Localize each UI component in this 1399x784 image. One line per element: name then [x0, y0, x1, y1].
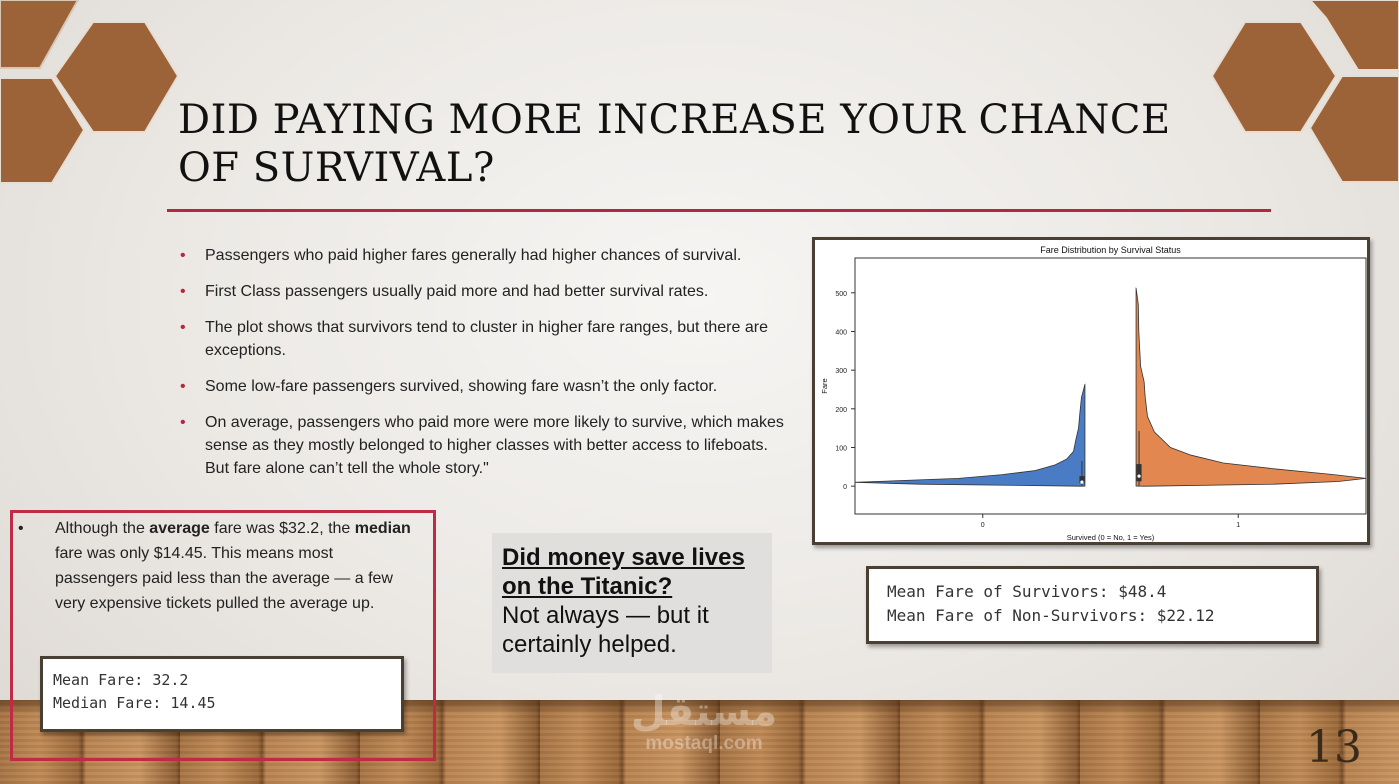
bullet-item: Some low-fare passengers survived, showi…	[180, 375, 790, 398]
hexagon-shape	[1308, 0, 1399, 71]
title-underline	[167, 209, 1271, 212]
x-axis-label: Survived (0 = No, 1 = Yes)	[1067, 533, 1155, 542]
note-text: fare was only $14.45. This means most pa…	[55, 545, 393, 612]
bullet-item: First Class passengers usually paid more…	[180, 280, 790, 303]
hexagon-shape	[1210, 21, 1338, 133]
bullet-list: Passengers who paid higher fares general…	[180, 244, 790, 493]
hexagon-shape	[0, 0, 80, 69]
y-tick-label: 400	[835, 329, 847, 336]
bullet-item: Passengers who paid higher fares general…	[180, 244, 790, 267]
hexagon-shape	[53, 21, 180, 133]
y-tick-label: 500	[835, 291, 847, 298]
note-text: Although the	[55, 520, 150, 537]
violin-body-1	[1135, 287, 1367, 487]
note-bold-median: median	[354, 520, 411, 537]
violin-body-0	[854, 383, 1086, 487]
violin-chart-frame: 0 100 200 300 400 500 0 1 Fare Distribution by S…	[812, 237, 1370, 545]
watermark-logo: مستقل mostaql.com	[614, 690, 794, 754]
average-note: • Although the average fare was $32.2, t…	[18, 516, 418, 616]
violin-chart: 0 100 200 300 400 500 0 1 Fare Distribution by S…	[820, 245, 1367, 542]
y-tick-label: 100	[835, 445, 847, 452]
output-line: Mean Fare: 32.2	[53, 671, 189, 689]
slide-title: Did paying more increase your chance of …	[178, 97, 1171, 191]
money-body: Not always — but it certainly helped.	[502, 602, 709, 658]
y-tick-label: 200	[835, 407, 847, 414]
average-callout-frame	[10, 510, 436, 761]
money-question-box: Did money save lives on the Titanic? Not…	[492, 533, 772, 673]
money-heading: Did money save lives on the Titanic?	[502, 544, 745, 600]
violin-iqr-box-1	[1136, 464, 1142, 482]
violin-median-0	[1080, 480, 1084, 484]
y-tick-label: 0	[843, 484, 847, 491]
x-tick-label: 1	[1236, 522, 1240, 529]
bullet-marker: •	[18, 520, 24, 537]
watermark-arabic: مستقل	[630, 689, 778, 735]
plot-area	[854, 257, 1367, 515]
output-line: Mean Fare of Survivors: $48.4	[887, 582, 1167, 601]
output-line: Median Fare: 14.45	[53, 694, 216, 712]
violin-median-1	[1137, 474, 1141, 478]
note-text: fare was $32.2, the	[209, 520, 355, 537]
watermark-latin: mostaql.com	[645, 733, 763, 754]
page-number: 13	[1306, 722, 1362, 773]
y-axis-label: Fare	[820, 378, 829, 393]
mean-median-output: Mean Fare: 32.2 Median Fare: 14.45	[40, 656, 404, 732]
output-line: Mean Fare of Non-Survivors: $22.12	[887, 606, 1215, 625]
average-note-text: Although the average fare was $32.2, the…	[55, 516, 418, 616]
note-bold-average: average	[149, 520, 210, 537]
x-tick-label: 0	[981, 522, 985, 529]
hexagon-shape	[0, 77, 86, 184]
y-tick-label: 300	[835, 368, 847, 375]
survivor-fare-output: Mean Fare of Survivors: $48.4 Mean Fare …	[866, 566, 1319, 644]
chart-title: Fare Distribution by Survival Status	[1040, 245, 1181, 255]
bullet-item: The plot shows that survivors tend to cl…	[180, 316, 790, 362]
hexagon-shape	[1308, 75, 1399, 183]
bullet-item: On average, passengers who paid more wer…	[180, 411, 790, 480]
violin-iqr-box-0	[1079, 476, 1085, 484]
